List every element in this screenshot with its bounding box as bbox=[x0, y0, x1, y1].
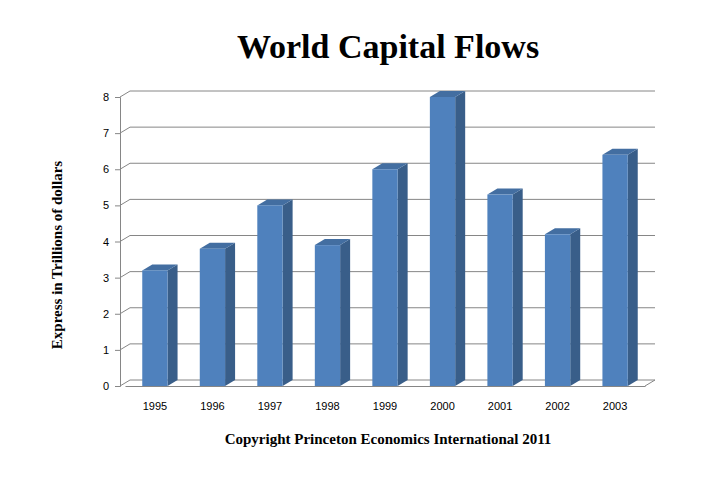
y-tick: 0 bbox=[103, 380, 120, 392]
x-tick-label: 2002 bbox=[545, 400, 569, 412]
y-tick: 3 bbox=[103, 272, 120, 284]
y-tick-label: 2 bbox=[103, 308, 109, 320]
y-tick-mark bbox=[115, 205, 120, 206]
x-tick: 2003 bbox=[603, 386, 627, 412]
bar bbox=[142, 270, 167, 386]
bar-side bbox=[225, 243, 235, 386]
y-axis-title: Express in Trillions of dollars bbox=[49, 161, 65, 350]
x-tick-label: 1998 bbox=[315, 400, 339, 412]
y-tick: 4 bbox=[103, 236, 120, 248]
y-tick-mark bbox=[115, 133, 120, 134]
bar bbox=[545, 234, 570, 386]
bar-side bbox=[340, 239, 350, 386]
y-tick-mark bbox=[115, 386, 120, 387]
y-tick: 5 bbox=[103, 199, 120, 211]
bar-side bbox=[513, 189, 523, 386]
y-tick: 6 bbox=[103, 163, 120, 175]
x-tick: 2000 bbox=[430, 386, 454, 412]
x-tick: 1995 bbox=[143, 386, 167, 412]
y-tick-label: 1 bbox=[103, 344, 109, 356]
bar-top bbox=[430, 91, 465, 97]
bar-top bbox=[487, 189, 522, 195]
bar-top bbox=[315, 239, 350, 245]
x-tick: 1996 bbox=[200, 386, 224, 412]
x-axis: 1995 1996 1997 1998 1999 2000 2001 2002 2003 bbox=[126, 386, 646, 412]
y-tick-label: 7 bbox=[103, 127, 109, 139]
bar-side bbox=[455, 91, 465, 386]
x-axis-line bbox=[126, 386, 646, 387]
bar-side bbox=[398, 163, 408, 386]
grid bbox=[120, 91, 655, 386]
bar-side bbox=[283, 199, 293, 386]
x-tick-label: 1997 bbox=[258, 400, 282, 412]
bar bbox=[430, 97, 455, 386]
bar bbox=[257, 205, 282, 386]
grid-line bbox=[120, 163, 655, 169]
bar bbox=[487, 195, 512, 386]
y-tick-label: 6 bbox=[103, 163, 109, 175]
x-tick-label: 2000 bbox=[430, 400, 454, 412]
y-tick-mark bbox=[115, 242, 120, 243]
y-tick-label: 4 bbox=[103, 236, 109, 248]
x-tick: 1998 bbox=[315, 386, 339, 412]
title: World Capital Flows bbox=[237, 28, 539, 65]
bar-top bbox=[372, 163, 407, 169]
bar-top bbox=[545, 228, 580, 234]
y-axis-line bbox=[115, 98, 121, 387]
y-tick: 1 bbox=[103, 344, 120, 356]
y-tick-mark bbox=[115, 278, 120, 279]
bar bbox=[315, 245, 340, 386]
bar-top bbox=[257, 199, 292, 205]
x-tick-label: 1999 bbox=[373, 400, 397, 412]
x-tick: 2002 bbox=[545, 386, 569, 412]
y-tick-mark bbox=[115, 97, 120, 98]
x-tick-label: 2003 bbox=[603, 400, 627, 412]
bar-top bbox=[200, 243, 235, 249]
bar-side bbox=[628, 149, 638, 386]
y-tick-mark bbox=[115, 314, 120, 315]
x-tick: 1999 bbox=[373, 386, 397, 412]
background bbox=[0, 0, 725, 480]
chart: 0 1 2 3 4 5 6 7 8 1995 1996 1997 1998 1999 2000 2001 200… bbox=[0, 0, 725, 480]
grid-line bbox=[120, 127, 655, 133]
y-tick-label: 3 bbox=[103, 272, 109, 284]
y-tick-label: 0 bbox=[103, 380, 109, 392]
bar bbox=[602, 155, 627, 386]
y-tick-mark bbox=[115, 169, 120, 170]
y-tick-label: 8 bbox=[103, 91, 109, 103]
x-tick: 1997 bbox=[258, 386, 282, 412]
x-tick-label: 2001 bbox=[488, 400, 512, 412]
y-tick-mark bbox=[115, 350, 120, 351]
y-tick: 2 bbox=[103, 308, 120, 320]
bars bbox=[142, 91, 637, 386]
bar-top bbox=[602, 149, 637, 155]
x-tick-label: 1996 bbox=[200, 400, 224, 412]
bar bbox=[372, 169, 397, 386]
floor-edge bbox=[645, 380, 655, 386]
y-tick: 7 bbox=[103, 127, 120, 139]
y-axis: 0 1 2 3 4 5 6 7 8 bbox=[103, 91, 121, 392]
y-tick: 8 bbox=[103, 91, 120, 103]
bar-top bbox=[142, 264, 177, 270]
grid-line bbox=[120, 91, 655, 97]
bar-side bbox=[570, 228, 580, 386]
x-tick: 2001 bbox=[488, 386, 512, 412]
bar-side bbox=[168, 264, 178, 386]
footer: Copyright Princeton Economics Internatio… bbox=[225, 431, 552, 447]
y-tick-label: 5 bbox=[103, 199, 109, 211]
bar bbox=[200, 249, 225, 386]
x-tick-label: 1995 bbox=[143, 400, 167, 412]
